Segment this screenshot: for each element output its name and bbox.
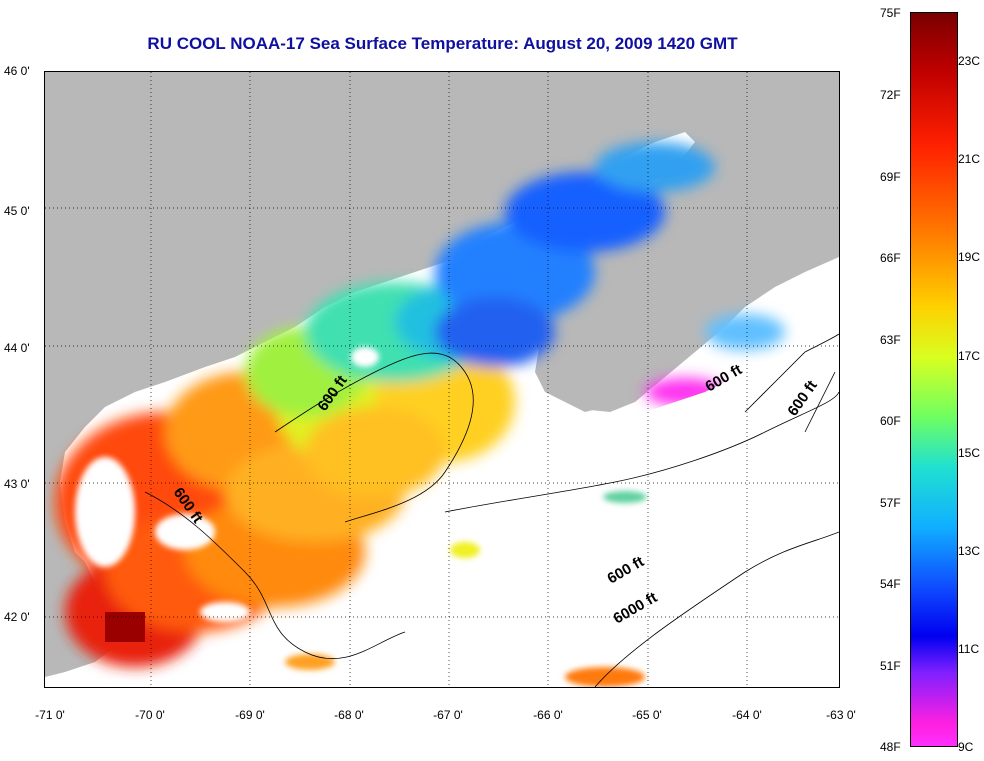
lon-label-64: -64 0': [732, 708, 762, 722]
colorbar-f-69: 69F: [880, 170, 901, 184]
lat-label-42: 42 0': [4, 610, 30, 624]
land-nova-scotia: [525, 177, 839, 412]
colorbar-c-23: 23C: [958, 54, 981, 68]
lon-label-70: -70 0': [135, 708, 165, 722]
temperature-colorbar: [910, 12, 958, 747]
colorbar-f-75: 75F: [880, 6, 901, 20]
colorbar-c-19: 19C: [958, 250, 981, 264]
sst-map-canvas: 600 ft 600 ft 600 ft 600 ft 600 ft 6000 …: [45, 72, 839, 687]
colorbar-f-57: 57F: [880, 496, 901, 510]
colorbar-f-60: 60F: [880, 414, 901, 428]
warm-bay-patch: [105, 612, 145, 642]
bathymetry-contours: [144, 333, 839, 687]
lon-label-69: -69 0': [235, 708, 265, 722]
colorbar-f-51: 51F: [880, 659, 901, 673]
colorbar-f-54: 54F: [880, 577, 901, 591]
graticule: [45, 72, 839, 687]
colorbar-f-72: 72F: [880, 88, 901, 102]
sst-map: 600 ft 600 ft 600 ft 600 ft 600 ft 6000 …: [44, 71, 840, 688]
cloud-gaps: [75, 347, 379, 622]
colorbar-f-63: 63F: [880, 333, 901, 347]
colorbar-c-13: 13C: [958, 544, 981, 558]
lat-label-44: 44 0': [4, 341, 30, 355]
colorbar-c-17: 17C: [958, 349, 981, 363]
lat-label-45: 45 0': [4, 204, 30, 218]
no-data-south: [295, 332, 839, 687]
lon-label-67: -67 0': [433, 708, 463, 722]
lon-label-68: -68 0': [334, 708, 364, 722]
lon-label-63: -63 0': [826, 708, 856, 722]
lon-label-65: -65 0': [632, 708, 662, 722]
lat-label-46: 46 0': [4, 64, 30, 78]
colorbar-c-15: 15C: [958, 446, 981, 460]
colorbar-f-48: 48F: [880, 740, 901, 754]
lon-label-66: -66 0': [533, 708, 563, 722]
map-title: RU COOL NOAA-17 Sea Surface Temperature:…: [147, 34, 738, 53]
lat-label-43: 43 0': [4, 477, 30, 491]
colorbar-f-66: 66F: [880, 251, 901, 265]
colorbar-c-9: 9C: [958, 740, 974, 754]
colorbar-c-21: 21C: [958, 152, 981, 166]
colorbar-c-11: 11C: [958, 642, 980, 656]
lon-label-71: -71 0': [35, 708, 65, 722]
